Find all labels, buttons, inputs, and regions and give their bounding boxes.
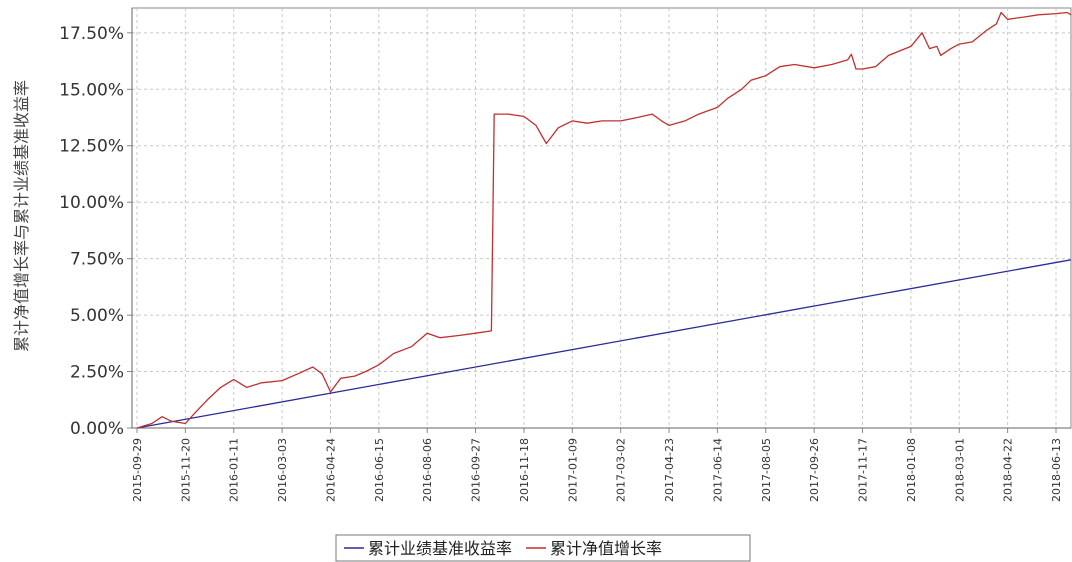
x-tick-label: 2018-04-22 bbox=[1002, 438, 1015, 502]
x-tick-label: 2016-11-18 bbox=[518, 438, 531, 502]
grid bbox=[131, 7, 1072, 429]
x-tick-label: 2018-01-08 bbox=[905, 438, 918, 502]
x-tick-label: 2016-06-15 bbox=[373, 438, 386, 502]
x-tick-label: 2017-08-05 bbox=[760, 438, 773, 502]
y-tick-label: 15.00% bbox=[59, 80, 124, 100]
y-tick-label: 10.00% bbox=[59, 193, 124, 213]
y-tick-label: 0.00% bbox=[70, 419, 124, 439]
x-tick-label: 2017-01-09 bbox=[566, 438, 579, 502]
x-tick-label: 2016-01-11 bbox=[228, 438, 241, 502]
y-tick-label: 2.50% bbox=[70, 363, 124, 383]
x-tick-label: 2015-09-29 bbox=[131, 438, 144, 502]
x-tick-label: 2017-03-02 bbox=[615, 438, 628, 502]
x-tick-label: 2016-09-27 bbox=[470, 438, 483, 502]
x-tick-label: 2016-08-06 bbox=[421, 438, 434, 502]
legend-label-benchmark: 累计业绩基准收益率 bbox=[368, 539, 512, 558]
y-axis-label: 累计净值增长率与累计业绩基准收益率 bbox=[12, 80, 31, 352]
series-line-nav-growth bbox=[136, 11, 1072, 429]
x-tick-label: 2017-09-26 bbox=[808, 438, 821, 502]
x-tick-label: 2015-11-20 bbox=[179, 438, 192, 502]
x-tick-label: 2018-03-01 bbox=[953, 438, 966, 502]
x-tick-label: 2016-04-24 bbox=[324, 438, 337, 502]
x-tick-label: 2017-06-14 bbox=[711, 438, 724, 502]
y-tick-label: 7.50% bbox=[70, 250, 124, 270]
x-tick-label: 2017-04-23 bbox=[663, 438, 676, 502]
plot-area bbox=[131, 7, 1072, 429]
series bbox=[136, 11, 1072, 429]
x-tick-label: 2018-06-13 bbox=[1050, 438, 1063, 502]
axes: 0.00% 2.50% 5.00% 7.50% 10.00% 12.50% 15.00% 17… bbox=[59, 8, 1071, 502]
legend: 累计业绩基准收益率 累计净值增长率 bbox=[335, 534, 751, 562]
y-axis-label-group: 累计净值增长率与累计业绩基准收益率 bbox=[12, 80, 31, 352]
series-line-benchmark bbox=[136, 259, 1072, 429]
x-tick-label: 2016-03-03 bbox=[276, 438, 289, 502]
y-tick-label: 17.50% bbox=[59, 24, 124, 44]
legend-label-nav-growth: 累计净值增长率 bbox=[550, 539, 662, 558]
y-tick-label: 12.50% bbox=[59, 137, 124, 157]
x-tick-label: 2017-11-17 bbox=[857, 438, 870, 502]
y-tick-label: 5.00% bbox=[70, 306, 124, 326]
